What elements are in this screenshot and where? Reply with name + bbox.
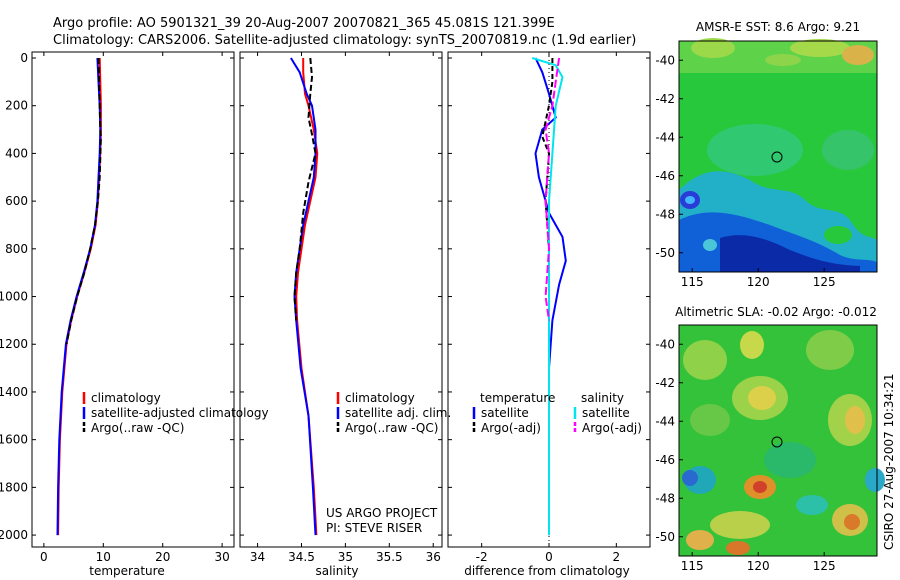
difference-series — [531, 57, 567, 536]
header-line2: Climatology: CARS2006. Satellite-adjuste… — [53, 33, 636, 48]
sst-ticks: 115 120 125 -40 -42 -44 -46 -48 -50 — [655, 53, 835, 289]
map-x-tick-label: 125 — [813, 275, 836, 289]
project-line1: US ARGO PROJECT — [326, 506, 438, 520]
x-tick-label: 2 — [613, 550, 621, 564]
legend-satellite-adj: satellite adj. clim. — [345, 406, 451, 420]
header-line1: Argo profile: AO 5901321_39 20-Aug-2007 … — [53, 16, 555, 31]
legend-sal-argo: Argo(-adj) — [582, 421, 642, 435]
y-tick-label: 600 — [5, 194, 28, 208]
salinity-axes — [239, 51, 443, 548]
x-tick-label: 10 — [96, 550, 111, 564]
legend-temp-argo: Argo(-adj) — [481, 421, 541, 435]
sla-ticks: 115 120 125 -40 -42 -44 -46 -48 -50 — [655, 337, 835, 573]
legend-temperature-title: temperature — [480, 391, 555, 405]
x-tick-label: 34 — [250, 550, 265, 564]
y-tick-label: 400 — [5, 146, 28, 160]
x-tick-label: 34.5 — [288, 550, 315, 564]
y-tick-label: 800 — [5, 242, 28, 256]
x-tick-label: 35 — [338, 550, 353, 564]
x-tick-label: 30 — [214, 550, 229, 564]
sla-frame — [678, 324, 878, 557]
x-tick-label: 20 — [155, 550, 170, 564]
temperature-axes — [31, 51, 235, 548]
difference-legend: temperature satellite Argo(-adj) salinit… — [472, 391, 642, 435]
y-tick-label: 2000 — [0, 528, 28, 542]
map-y-tick-label: -44 — [655, 414, 675, 428]
x-tick-label: 0 — [40, 550, 48, 564]
map-y-tick-label: -44 — [655, 130, 675, 144]
map-x-tick-label: 115 — [681, 559, 704, 573]
y-tick-label: 0 — [20, 51, 28, 65]
map-y-tick-label: -40 — [655, 53, 675, 67]
legend-climatology: climatology — [345, 391, 415, 405]
y-tick-label: 200 — [5, 99, 28, 113]
map-y-tick-label: -50 — [655, 246, 675, 260]
sla-title: Altimetric SLA: -0.02 Argo: -0.012 — [675, 305, 877, 319]
side-timestamp: CSIRO 27-Aug-2007 10:34:21 — [882, 374, 896, 550]
legend-satellite-adjusted: satellite-adjusted climatology — [91, 406, 269, 420]
legend-climatology: climatology — [91, 391, 161, 405]
series-line-salinity-argo-adj- — [544, 57, 561, 321]
series-line-argo-raw-qc- — [65, 57, 102, 345]
map-x-tick-label: 120 — [747, 559, 770, 573]
legend-argo: Argo(..raw -QC) — [91, 421, 184, 435]
sla-argo-marker — [771, 436, 783, 448]
map-x-tick-label: 115 — [681, 275, 704, 289]
sst-argo-marker — [771, 151, 783, 163]
map-y-tick-label: -48 — [655, 207, 675, 221]
legend-argo: Argo(..raw -QC) — [345, 421, 438, 435]
y-tick-label: 1000 — [0, 290, 28, 304]
legend-sal-satellite: satellite — [582, 406, 630, 420]
x-tick-label: 36 — [426, 550, 441, 564]
y-tick-label: 1800 — [0, 480, 28, 494]
map-y-tick-label: -42 — [655, 92, 675, 106]
map-y-tick-label: -48 — [655, 491, 675, 505]
map-x-tick-label: 120 — [747, 275, 770, 289]
y-tick-label: 1600 — [0, 433, 28, 447]
legend-temp-satellite: satellite — [481, 406, 529, 420]
temperature-legend: climatology satellite-adjusted climatolo… — [82, 391, 269, 435]
map-y-tick-label: -50 — [655, 530, 675, 544]
map-y-tick-label: -42 — [655, 376, 675, 390]
x-tick-label: 0 — [545, 550, 553, 564]
sst-title: AMSR-E SST: 8.6 Argo: 9.21 — [696, 20, 860, 34]
project-line2: PI: STEVE RISER — [326, 521, 422, 535]
x-tick-label: 35.5 — [376, 550, 403, 564]
salinity-series — [290, 57, 319, 536]
series-line-salinity-satellite — [531, 57, 564, 536]
y-tick-label: 1400 — [0, 385, 28, 399]
map-x-tick-label: 125 — [813, 559, 836, 573]
series-line-satellite-adj-clim- — [290, 57, 317, 536]
legend-salinity-title: salinity — [581, 391, 624, 405]
salinity-legend: climatology satellite adj. clim. Argo(..… — [336, 391, 451, 435]
sst-frame — [678, 40, 878, 273]
map-y-tick-label: -46 — [655, 169, 675, 183]
map-y-tick-label: -46 — [655, 453, 675, 467]
y-tick-label: 1200 — [0, 337, 28, 351]
salinity-xlabel: salinity — [315, 564, 358, 578]
temperature-series — [56, 57, 102, 536]
salinity-ticks: 34 34.5 35 35.5 36 — [240, 52, 442, 564]
sla-map — [679, 325, 885, 556]
sst-map — [679, 38, 877, 272]
map-y-tick-label: -40 — [655, 337, 675, 351]
x-tick-label: -2 — [476, 550, 488, 564]
temperature-xlabel: temperature — [89, 564, 164, 578]
temperature-ticks: 0 10 20 30 0 200 400 600 800 1000 1200 1400 1600 1800… — [0, 51, 234, 564]
series-line-argo-raw-qc- — [293, 57, 317, 321]
difference-xlabel: difference from climatology — [464, 564, 630, 578]
